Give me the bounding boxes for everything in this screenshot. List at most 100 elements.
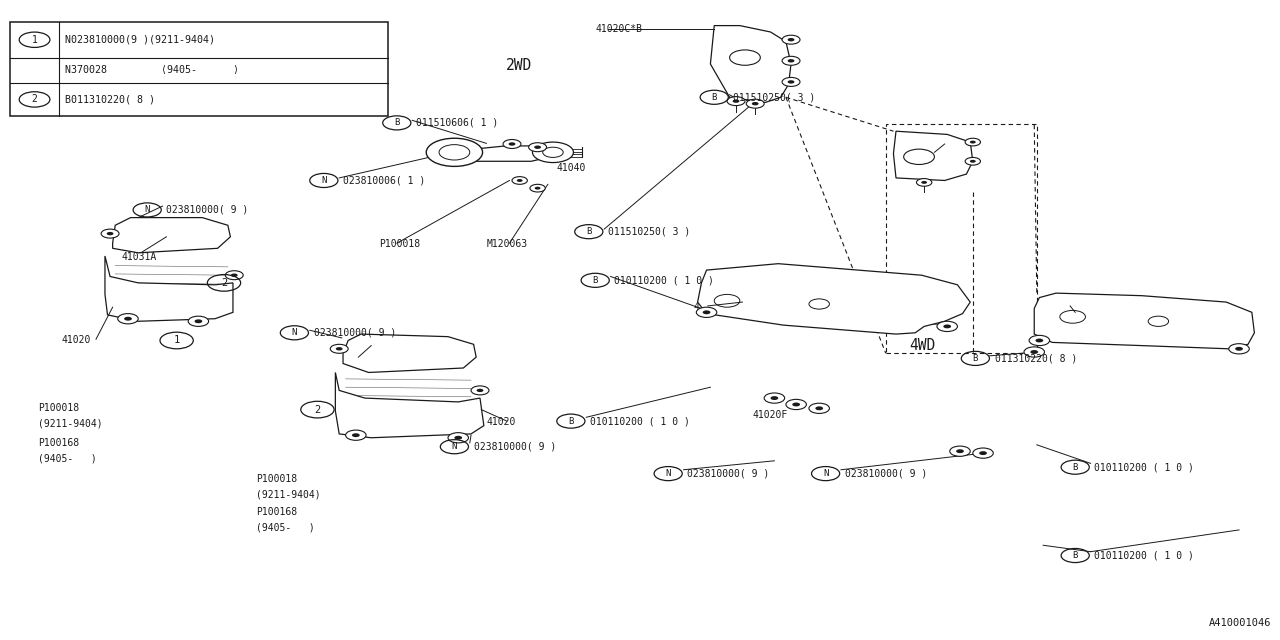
Circle shape xyxy=(512,177,527,184)
Text: 023810000( 9 ): 023810000( 9 ) xyxy=(314,328,396,338)
Circle shape xyxy=(787,59,795,63)
Text: 010110200 ( 1 0 ): 010110200 ( 1 0 ) xyxy=(614,275,714,285)
Circle shape xyxy=(782,35,800,44)
Circle shape xyxy=(230,273,238,277)
Circle shape xyxy=(732,99,740,103)
Circle shape xyxy=(1029,335,1050,346)
Circle shape xyxy=(792,403,800,406)
Circle shape xyxy=(787,38,795,42)
Circle shape xyxy=(973,448,993,458)
Text: 41020: 41020 xyxy=(486,417,516,428)
Text: (9405-   ): (9405- ) xyxy=(38,453,97,463)
Circle shape xyxy=(330,344,348,353)
Text: B: B xyxy=(593,276,598,285)
Circle shape xyxy=(532,142,573,163)
Text: 2: 2 xyxy=(315,404,320,415)
Polygon shape xyxy=(698,264,970,334)
Circle shape xyxy=(815,406,823,410)
Circle shape xyxy=(476,388,484,392)
Polygon shape xyxy=(893,131,973,180)
Circle shape xyxy=(764,393,785,403)
Circle shape xyxy=(751,102,759,106)
Text: 41031A: 41031A xyxy=(122,252,157,262)
Text: 011310220( 8 ): 011310220( 8 ) xyxy=(995,353,1076,364)
Text: B: B xyxy=(568,417,573,426)
Text: 41011A: 41011A xyxy=(694,302,730,312)
Text: N: N xyxy=(666,469,671,478)
Text: B: B xyxy=(1073,463,1078,472)
Text: 010110200 ( 1 0 ): 010110200 ( 1 0 ) xyxy=(1094,462,1194,472)
Circle shape xyxy=(979,451,987,455)
Circle shape xyxy=(703,310,710,314)
Text: 41020F: 41020F xyxy=(753,410,788,420)
Text: 41011C: 41011C xyxy=(1055,302,1091,312)
Circle shape xyxy=(786,399,806,410)
Circle shape xyxy=(746,99,764,108)
Text: 2WD: 2WD xyxy=(506,58,532,73)
Bar xyxy=(10,22,388,116)
Text: 010110200 ( 1 0 ): 010110200 ( 1 0 ) xyxy=(1094,550,1194,561)
Circle shape xyxy=(335,347,343,351)
Text: N370028         ⟨9405-      ⟩: N370028 ⟨9405- ⟩ xyxy=(65,65,239,75)
Circle shape xyxy=(1235,347,1243,351)
Text: 011510250( 3 ): 011510250( 3 ) xyxy=(733,92,815,102)
Polygon shape xyxy=(335,372,484,438)
Text: 2: 2 xyxy=(32,95,37,104)
Circle shape xyxy=(787,80,795,84)
Text: M120063: M120063 xyxy=(486,239,527,250)
Text: N: N xyxy=(823,469,828,478)
Text: N023810000(9 )(9211-9404): N023810000(9 )(9211-9404) xyxy=(65,35,215,45)
Text: 41040: 41040 xyxy=(557,163,586,173)
Text: 41020: 41020 xyxy=(61,335,91,346)
Bar xyxy=(886,124,1037,353)
Text: P100018: P100018 xyxy=(256,474,297,484)
Circle shape xyxy=(530,184,545,192)
Circle shape xyxy=(727,97,745,106)
Circle shape xyxy=(471,386,489,395)
Text: B: B xyxy=(712,93,717,102)
Text: (9405-   ): (9405- ) xyxy=(256,522,315,532)
Circle shape xyxy=(1030,350,1038,354)
Text: B011310220( 8 ): B011310220( 8 ) xyxy=(65,95,155,104)
Circle shape xyxy=(534,145,541,149)
Circle shape xyxy=(529,143,547,152)
Polygon shape xyxy=(113,218,230,253)
Circle shape xyxy=(696,307,717,317)
Text: 011510606( 1 ): 011510606( 1 ) xyxy=(416,118,498,128)
Polygon shape xyxy=(343,334,476,372)
Circle shape xyxy=(970,141,975,143)
Polygon shape xyxy=(710,26,791,102)
Text: B: B xyxy=(586,227,591,236)
Circle shape xyxy=(782,77,800,86)
Circle shape xyxy=(970,160,975,163)
Polygon shape xyxy=(1034,293,1254,349)
Circle shape xyxy=(426,138,483,166)
Circle shape xyxy=(118,314,138,324)
Polygon shape xyxy=(461,146,550,161)
Circle shape xyxy=(916,179,932,186)
Text: 023810000( 9 ): 023810000( 9 ) xyxy=(166,205,248,215)
Circle shape xyxy=(937,321,957,332)
Text: P100168: P100168 xyxy=(256,507,297,517)
Circle shape xyxy=(454,436,462,440)
Circle shape xyxy=(782,56,800,65)
Circle shape xyxy=(124,317,132,321)
Circle shape xyxy=(225,271,243,280)
Circle shape xyxy=(1024,347,1044,357)
Text: 1: 1 xyxy=(174,335,179,346)
Text: N: N xyxy=(145,205,150,214)
Circle shape xyxy=(809,403,829,413)
Text: 023810000( 9 ): 023810000( 9 ) xyxy=(687,468,769,479)
Circle shape xyxy=(101,229,119,238)
Text: P100168: P100168 xyxy=(38,438,79,448)
Text: 41031B: 41031B xyxy=(343,353,379,364)
Text: 023810000( 9 ): 023810000( 9 ) xyxy=(474,442,556,452)
Text: B: B xyxy=(973,354,978,363)
Circle shape xyxy=(956,449,964,453)
Circle shape xyxy=(535,187,540,189)
Text: 023810000( 9 ): 023810000( 9 ) xyxy=(845,468,927,479)
Circle shape xyxy=(188,316,209,326)
Text: N: N xyxy=(292,328,297,337)
Circle shape xyxy=(503,140,521,148)
Text: A410001046: A410001046 xyxy=(1208,618,1271,628)
